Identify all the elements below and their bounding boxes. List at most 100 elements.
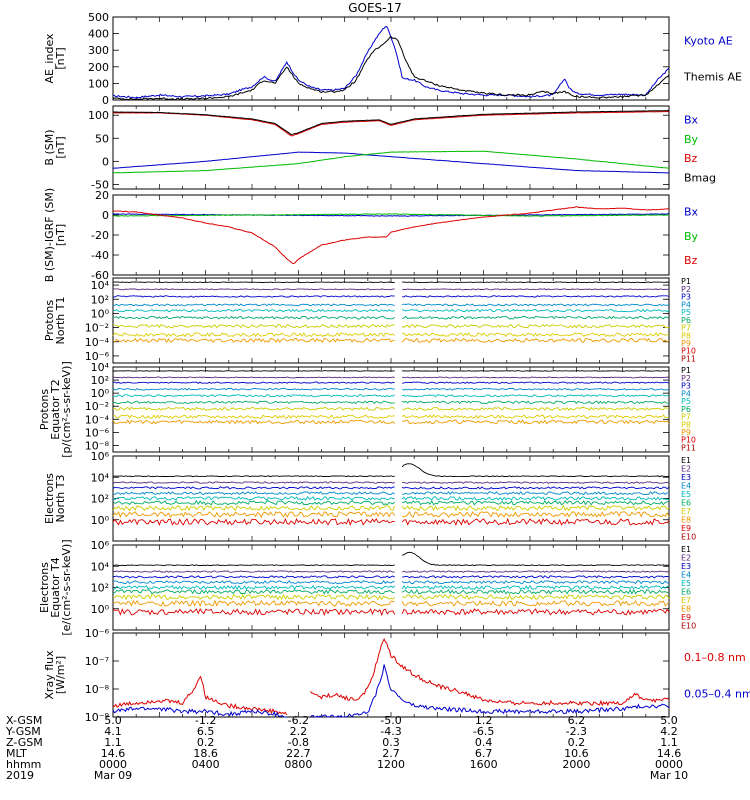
- axis-tick-label: 0.2: [197, 736, 215, 749]
- axis-tick-label: -4.3: [380, 725, 401, 738]
- legend-label: Bz: [684, 152, 698, 165]
- axis-tick-label: 6.2: [568, 714, 586, 727]
- axis-tick-label: -0.8: [288, 736, 309, 749]
- y-tick-label: 10⁻⁷: [85, 655, 109, 668]
- y-tick-label: -40: [91, 249, 109, 262]
- axis-tick-label: 0.2: [568, 736, 586, 749]
- axis-tick-label: 0.3: [382, 736, 400, 749]
- y-tick-label: 500: [88, 11, 109, 24]
- y-axis-label: Xray flux: [43, 650, 56, 700]
- series-line-Bx: [112, 213, 669, 217]
- flux-line-E4: [112, 491, 670, 496]
- axis-tick-label: 1.1: [104, 736, 122, 749]
- flux-line-P9: [112, 337, 670, 344]
- y-tick-label: 10⁰: [91, 514, 110, 527]
- flux-line-P7: [112, 406, 670, 412]
- axis-tick-label: 2000: [562, 758, 590, 771]
- flux-line-P6: [112, 315, 670, 320]
- axis-tick-label: 14.6: [657, 747, 682, 760]
- legend-label: P10: [681, 347, 696, 356]
- axis-tick-label: 18.6: [193, 747, 218, 760]
- series-line-Themis AE: [112, 35, 670, 101]
- y-tick-label: 10⁻⁶: [85, 350, 110, 363]
- legend-label: E8: [681, 515, 691, 524]
- y-tick-label: 20: [95, 189, 109, 202]
- y-tick-label: 10⁻⁶: [85, 627, 110, 640]
- legend-label: P9: [681, 339, 691, 348]
- y-axis-label: Protons: [43, 300, 56, 341]
- y-tick-label: 100: [88, 77, 109, 90]
- axis-tick-label: 4.2: [660, 725, 678, 738]
- legend-label: E10: [681, 532, 696, 541]
- legend-label: P2: [681, 285, 691, 294]
- y-tick-label: -50: [91, 178, 109, 191]
- legend-label: 0.1–0.8 nm: [684, 651, 746, 664]
- y-tick-label: 10⁴: [91, 560, 110, 573]
- axis-tick-label: -5.0: [380, 714, 401, 727]
- y-axis-label: B (SM)-IGRF (SM): [43, 188, 56, 282]
- axis-tick-label: 0.4: [475, 736, 493, 749]
- legend-label: P10: [681, 436, 696, 445]
- flux-line-E1: [112, 463, 670, 478]
- axis-tick-label: 5.0: [104, 714, 122, 727]
- legend-label: E10: [681, 621, 696, 630]
- y-tick-label: 10⁻⁹: [85, 711, 109, 724]
- legend-label: E8: [681, 604, 691, 613]
- legend-label: Bmag: [684, 171, 716, 184]
- y-tick-label: 10⁻⁸: [85, 439, 110, 452]
- y-tick-label: 200: [88, 61, 109, 74]
- axis-row-label: 2019: [6, 769, 34, 782]
- y-axis-label: North T1: [54, 297, 67, 345]
- y-tick-label: 10⁴: [91, 279, 110, 292]
- axis-tick-label: 1200: [377, 758, 405, 771]
- flux-line-P7: [112, 323, 669, 329]
- flux-line-E3: [112, 575, 670, 579]
- y-tick-label: 10⁻⁴: [85, 413, 110, 426]
- y-tick-label: 100: [88, 109, 109, 122]
- legend-label: Bz: [684, 254, 698, 267]
- flux-line-E8: [112, 599, 670, 608]
- series-line-Kyoto AE: [112, 26, 670, 99]
- y-tick-label: 0: [102, 155, 109, 168]
- axis-row-label: hhmm: [6, 758, 41, 771]
- series-line-By: [113, 213, 670, 217]
- flux-line-P8: [112, 332, 670, 338]
- legend-label: Bx: [684, 114, 699, 127]
- axis-row-label: Y-GSM: [5, 725, 41, 738]
- data-gap: [396, 547, 400, 628]
- flux-line-P5: [112, 394, 670, 398]
- data-gap: [396, 458, 400, 539]
- y-axis-label: [e/(cm²-s-sr-keV)]: [60, 539, 73, 635]
- legend-label: P2: [681, 374, 691, 383]
- axis-tick-label: -6.2: [288, 714, 309, 727]
- legend-label: P3: [681, 293, 691, 302]
- legend-label: P9: [681, 428, 691, 437]
- axis-tick-label: 14.6: [101, 747, 126, 760]
- legend-label: E9: [681, 613, 691, 622]
- series-line-Bz: [113, 110, 669, 137]
- y-axis-label: Electrons: [38, 562, 51, 613]
- panel-frame-8: [112, 632, 670, 718]
- legend-label: E6: [681, 587, 691, 596]
- legend-label: E4: [681, 481, 691, 490]
- y-axis-label: [nT]: [54, 47, 67, 69]
- legend-label: E3: [681, 562, 691, 571]
- data-gap: [396, 369, 400, 450]
- flux-line-E6: [112, 499, 670, 506]
- y-tick-label: 10²: [91, 582, 109, 595]
- y-axis-label: [nT]: [54, 224, 67, 246]
- series-line-0.05–0.4 nm: [112, 664, 670, 718]
- flux-line-E9: [112, 608, 670, 617]
- legend-label: E1: [681, 456, 691, 465]
- legend-label: Bx: [684, 206, 699, 219]
- legend-label: E5: [681, 490, 691, 499]
- y-axis-label: [W/m²]: [54, 656, 67, 694]
- panel-frame-3: [112, 194, 670, 276]
- axis-row-label: Z-GSM: [6, 736, 43, 749]
- axis-tick-label: 5.0: [660, 714, 678, 727]
- y-tick-label: 10²: [91, 493, 109, 506]
- flux-line-E3: [112, 486, 670, 490]
- legend-label: P5: [681, 397, 691, 406]
- flux-line-E7: [112, 504, 670, 512]
- axis-tick-label: 1.1: [660, 736, 678, 749]
